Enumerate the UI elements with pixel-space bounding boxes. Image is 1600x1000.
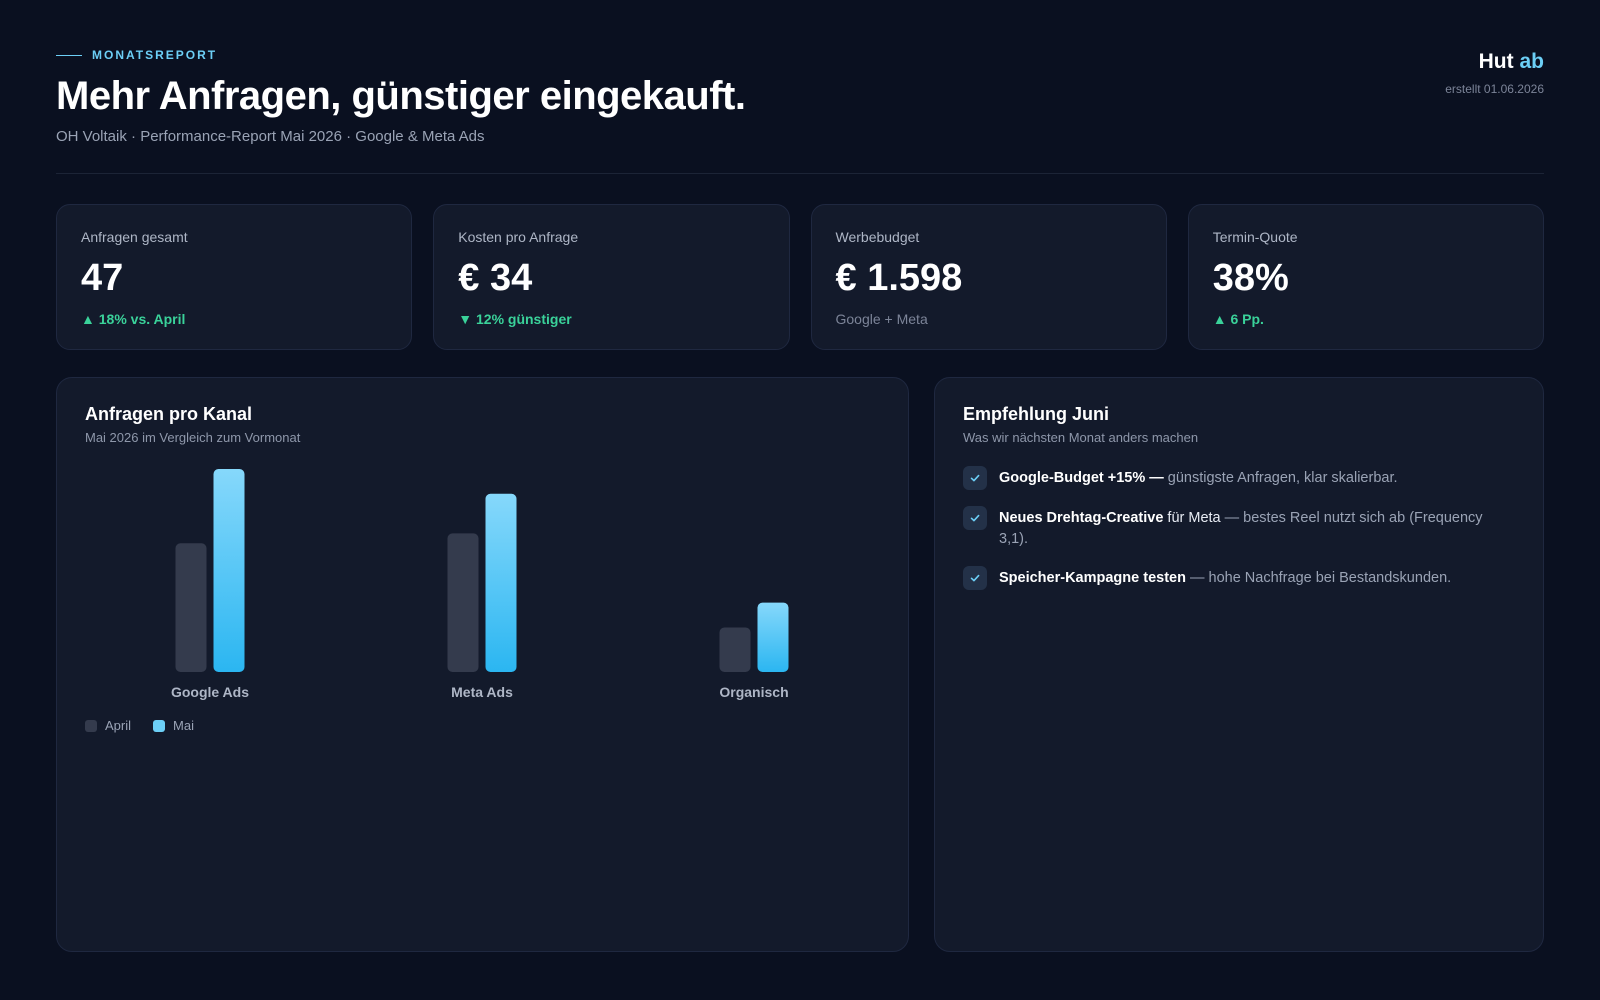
check-icon xyxy=(963,506,987,530)
page-subtitle: OH Voltaik · Performance-Report Mai 2026… xyxy=(56,128,485,145)
recommendation-text: Google-Budget +15% — günstigste Anfragen… xyxy=(999,468,1398,490)
kpi-value: € 34 xyxy=(458,257,533,299)
recommendation-strong: Neues Drehtag-Creative xyxy=(999,510,1164,526)
report-page: MONATSREPORT Mehr Anfragen, günstiger ei… xyxy=(56,0,1544,1000)
category-label: Meta Ads xyxy=(451,684,513,700)
brand-accent: ab xyxy=(1519,50,1544,73)
recommendation-title: Empfehlung Juni xyxy=(963,404,1109,424)
kpi-note: Google + Meta xyxy=(835,311,928,327)
check-icon xyxy=(963,466,987,490)
legend-item-april: April xyxy=(85,718,131,733)
kpi-card-budget: Werbebudget € 1.598 Google + Meta xyxy=(810,204,1167,350)
bar-mai-google-ads xyxy=(213,469,245,672)
kpi-card-termin: Termin-Quote 38% ▲ 6 Pp. xyxy=(1187,204,1544,350)
eyebrow: MONATSREPORT xyxy=(56,48,217,62)
check-icon xyxy=(963,566,987,590)
eyebrow-line xyxy=(56,54,82,56)
recommendation-subtitle: Was wir nächsten Monat anders machen xyxy=(963,430,1199,445)
kpi-value: 47 xyxy=(81,257,124,299)
recommendation-list: Google-Budget +15% — günstigste Anfragen… xyxy=(963,466,1513,608)
chart-subtitle: Mai 2026 im Vergleich zum Vormonat xyxy=(85,430,301,445)
recommendation-rest: — bestes Reel nutzt sich ab (Frequency 3… xyxy=(999,510,1483,547)
kpi-label: Werbebudget xyxy=(835,229,920,245)
kpi-value: 38% xyxy=(1212,257,1289,299)
recommendation-text: Neues Drehtag-Creative für Meta — bestes… xyxy=(999,508,1513,550)
bar-mai-meta-ads xyxy=(485,493,517,672)
created-date: erstellt 01.06.2026 xyxy=(1445,82,1544,96)
category-label: Organisch xyxy=(719,684,788,700)
recommendation-strong: Google-Budget +15% — xyxy=(999,470,1164,486)
eyebrow-label: MONATSREPORT xyxy=(92,48,218,62)
legend-swatch-mai xyxy=(153,719,166,732)
channel-chart-panel: Anfragen pro Kanal Mai 2026 im Vergleich… xyxy=(56,377,909,952)
kpi-value: € 1.598 xyxy=(835,257,963,299)
kpi-label: Termin-Quote xyxy=(1212,229,1298,245)
report-header: MONATSREPORT Mehr Anfragen, günstiger ei… xyxy=(56,44,1544,174)
kpi-delta: ▲ 18% vs. April xyxy=(81,311,186,327)
legend-item-mai: Mai xyxy=(153,718,194,733)
legend-label-mai: Mai xyxy=(173,718,194,733)
bar-april-google-ads xyxy=(175,543,207,672)
category-label: Google Ads xyxy=(171,684,249,700)
bar-mai-organisch xyxy=(757,602,789,672)
recommendation-text: Speicher-Kampagne testen — hohe Nachfrag… xyxy=(999,568,1451,590)
recommendation-item: Speicher-Kampagne testen — hohe Nachfrag… xyxy=(963,566,1513,590)
kpi-card-kosten: Kosten pro Anfrage € 34 ▼ 12% günstiger xyxy=(433,204,790,350)
chart-legend: April Mai xyxy=(85,718,194,733)
recommendation-normal: für Meta xyxy=(1163,510,1221,526)
channel-bar-chart: Google Ads Meta Ads Organisch xyxy=(171,469,789,700)
kpi-row: Anfragen gesamt 47 ▲ 18% vs. April Koste… xyxy=(56,204,1544,350)
recommendation-rest: günstigste Anfragen, klar skalierbar. xyxy=(1163,470,1398,486)
kpi-delta: ▼ 12% günstiger xyxy=(458,311,572,327)
legend-swatch-april xyxy=(85,719,97,732)
kpi-label: Anfragen gesamt xyxy=(81,229,188,245)
recommendation-rest: — hohe Nachfrage bei Bestandskunden. xyxy=(1185,570,1452,586)
recommendation-panel: Empfehlung Juni Was wir nächsten Monat a… xyxy=(934,377,1544,952)
kpi-label: Kosten pro Anfrage xyxy=(458,229,579,245)
brand-logo: Hut ab xyxy=(1479,50,1544,74)
recommendation-item: Neues Drehtag-Creative für Meta — bestes… xyxy=(963,506,1513,550)
recommendation-item: Google-Budget +15% — günstigste Anfragen… xyxy=(963,466,1513,490)
kpi-card-anfragen: Anfragen gesamt 47 ▲ 18% vs. April xyxy=(56,204,413,350)
kpi-delta: ▲ 6 Pp. xyxy=(1212,311,1264,327)
chart-title: Anfragen pro Kanal xyxy=(85,404,253,424)
legend-label-april: April xyxy=(105,718,132,733)
brand-main: Hut xyxy=(1478,50,1514,73)
recommendation-strong: Speicher-Kampagne testen xyxy=(999,570,1186,586)
bar-april-organisch xyxy=(719,627,751,672)
page-title: Mehr Anfragen, günstiger eingekauft. xyxy=(56,74,746,118)
bar-april-meta-ads xyxy=(447,533,479,672)
